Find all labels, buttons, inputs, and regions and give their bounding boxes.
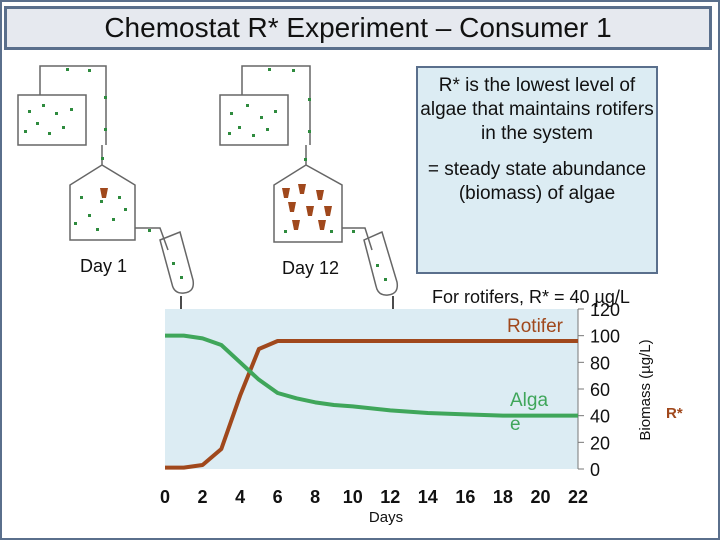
algae-dots-1 — [24, 68, 183, 279]
plot-area — [165, 309, 578, 469]
x-tick-label: 16 — [455, 487, 475, 507]
definition-text: R* is the lowest level of algae that mai… — [420, 75, 654, 144]
collection-tube-1 — [159, 230, 195, 294]
x-tick-label: 8 — [310, 487, 320, 507]
y-tick-label: 60 — [590, 380, 610, 400]
x-axis: 0 2 4 6 8 10 12 14 16 18 20 22 — [160, 487, 588, 507]
r-star-annotation: R* — [666, 405, 683, 422]
chemostat-day1 — [17, 65, 195, 294]
x-tick-label: 2 — [198, 487, 208, 507]
page-title: Chemostat R* Experiment – Consumer 1 — [104, 12, 612, 43]
x-tick-label: 6 — [273, 487, 283, 507]
reservoir-box-1 — [17, 94, 87, 146]
series-line-rotifer — [165, 339, 578, 470]
outflow-tube-1 — [135, 227, 169, 251]
x-tick-label: 10 — [343, 487, 363, 507]
x-tick-label: 14 — [418, 487, 438, 507]
series-lines — [165, 333, 578, 470]
title-bar: Chemostat R* Experiment – Consumer 1 — [4, 6, 712, 50]
y-tick-label: 0 — [590, 460, 600, 480]
algae-dots-2 — [228, 68, 387, 281]
y-tick-label: 100 — [590, 327, 620, 347]
y-axis-label: Biomass (µg/L) — [637, 339, 654, 440]
y-tick-label: 20 — [590, 433, 610, 453]
x-tick-label: 4 — [235, 487, 245, 507]
series-line-algae — [165, 333, 578, 418]
feed-tube-2 — [241, 65, 311, 145]
y-tick-label: 80 — [590, 353, 610, 373]
series-label-algae: Alga e — [510, 390, 548, 435]
feed-tube-1 — [39, 65, 107, 145]
y-axis: 0 20 40 60 80 100 120 — [577, 300, 620, 480]
rotifer-icons — [282, 184, 332, 230]
y-tick-label: 120 — [590, 300, 620, 320]
y-tick-label: 40 — [590, 407, 610, 427]
biomass-chart: 0 20 40 60 80 100 120 0 2 4 6 8 10 12 14 16 18 20 22 Days… — [160, 300, 683, 526]
definition-steady-state: = steady state abundance (biomass) of al… — [427, 159, 647, 204]
x-axis-label: Days — [369, 509, 403, 526]
x-tick-label: 12 — [380, 487, 400, 507]
x-tick-label: 20 — [530, 487, 550, 507]
x-tick-label: 22 — [568, 487, 588, 507]
label-day1: Day 1 — [80, 256, 128, 276]
chemostat-vessel-2 — [273, 145, 343, 243]
x-tick-label: 18 — [493, 487, 513, 507]
rotifer-r-star-note: For rotifers, R* = 40 µg/L — [432, 287, 630, 307]
chemostat-day12 — [219, 65, 399, 296]
x-tick-label: 0 — [160, 487, 170, 507]
chemostat-vessel-1 — [69, 145, 136, 241]
definition-box: R* is the lowest level of algae that mai… — [416, 66, 658, 274]
rotifer-icon — [100, 188, 108, 198]
series-label-rotifer: Rotifer — [507, 316, 564, 337]
label-day12: Day 12 — [282, 258, 340, 278]
collection-tube-2 — [363, 230, 399, 296]
outflow-tube-2 — [342, 227, 373, 251]
reservoir-box-2 — [219, 94, 289, 146]
